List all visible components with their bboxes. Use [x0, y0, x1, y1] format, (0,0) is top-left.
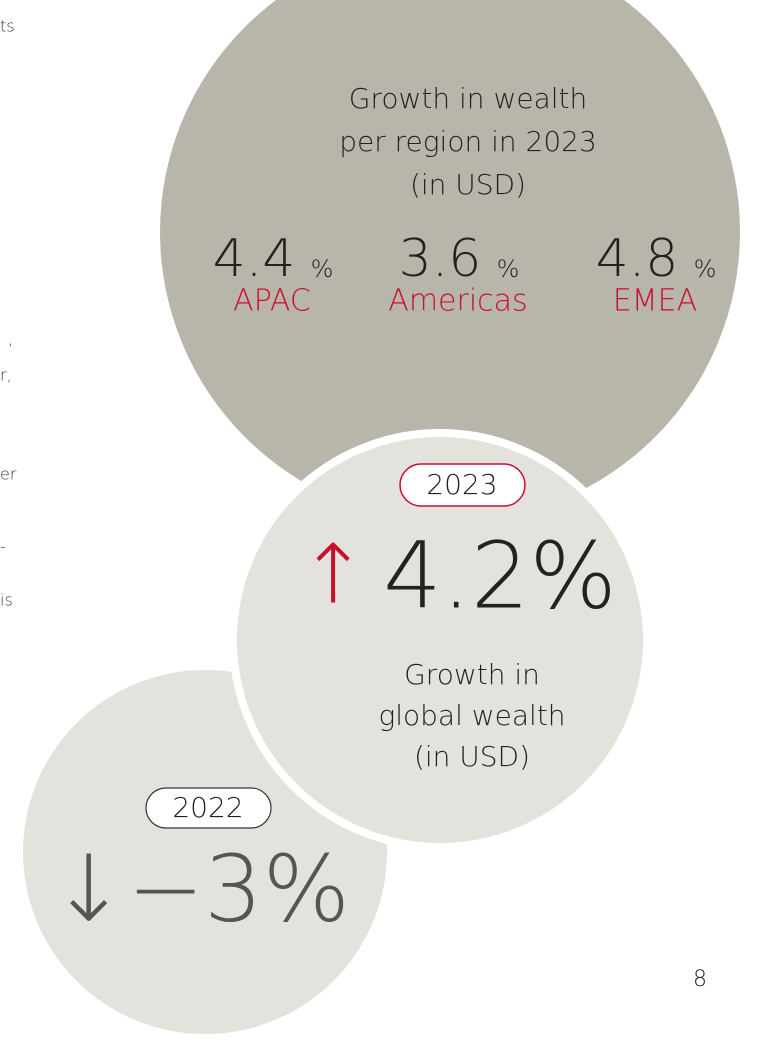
region-label: Americas [388, 284, 527, 319]
caption: (in USD) [414, 740, 530, 773]
caption: global wealth [378, 699, 565, 732]
year-pill [145, 787, 272, 829]
region-title: Growth in wealth [349, 82, 587, 115]
side-text: ts [0, 17, 15, 36]
side-text: er [0, 465, 17, 484]
page-number: 8 [693, 967, 707, 992]
current-circle [229, 429, 651, 851]
year: 2023 [426, 468, 497, 501]
region-unit: % [497, 255, 520, 283]
region-label: APAC [233, 284, 311, 319]
side-text: - [0, 537, 6, 556]
region-value: 4.4 [213, 229, 296, 289]
previous-growth: ↓−3% [50, 836, 350, 943]
region-title: per region in 2023 [339, 125, 597, 158]
global-growth: 4.2% [383, 523, 617, 630]
side-text: r, [0, 366, 12, 385]
side-text: is [0, 591, 13, 610]
region-value: 4.8 [596, 229, 679, 289]
arrow-up: ↑ [299, 528, 368, 623]
region-value: 3.6 [399, 229, 482, 289]
region-title: (in USD) [410, 168, 526, 201]
caption: Growth in [404, 658, 540, 691]
year-pill [399, 463, 526, 507]
year: 2022 [172, 791, 243, 824]
region-unit: % [311, 255, 334, 283]
region-unit: % [694, 255, 717, 283]
side-text: , [8, 330, 13, 349]
region-label: EMEA [613, 284, 697, 319]
region-circle [160, 0, 740, 522]
